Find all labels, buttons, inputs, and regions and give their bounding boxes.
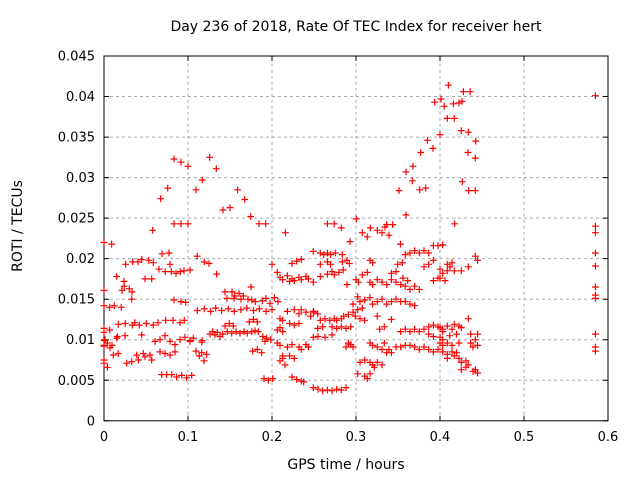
grid-lines	[104, 56, 608, 421]
x-tick-label: 0	[100, 430, 108, 445]
y-tick-label: 0.04	[66, 90, 95, 105]
x-tick-label: 0.4	[430, 430, 451, 445]
y-tick-label: 0.025	[58, 212, 95, 227]
x-tick-label: 0.5	[514, 430, 535, 445]
x-tick-label: 0.3	[346, 430, 367, 445]
chart-title: Day 236 of 2018, Rate Of TEC Index for r…	[170, 19, 542, 35]
plot-border	[103, 55, 609, 422]
y-tick-label: 0	[87, 414, 95, 429]
y-tick-label: 0.005	[58, 374, 95, 389]
x-tick-label: 0.1	[178, 430, 199, 445]
y-tick-label: 0.035	[58, 131, 95, 146]
scatter-points	[100, 81, 599, 395]
y-tick-label: 0.01	[66, 333, 95, 348]
y-tick-label: 0.03	[66, 171, 95, 186]
y-tick-label: 0.02	[66, 252, 95, 267]
y-tick-label: 0.045	[58, 50, 95, 65]
x-tick-label: 0.6	[598, 430, 619, 445]
grid-line-path	[104, 56, 608, 421]
x-axis-label: GPS time / hours	[287, 457, 404, 473]
y-axis-label: ROTI / TECUs	[10, 180, 26, 272]
x-tick-label: 0.2	[262, 430, 283, 445]
tick-labels: 0 0.1 0.2 0.3 0.4 0.5 0.6 0 0.005 0.01 0.015 0.02 0.…	[58, 50, 619, 445]
y-tick-label: 0.015	[58, 293, 95, 308]
